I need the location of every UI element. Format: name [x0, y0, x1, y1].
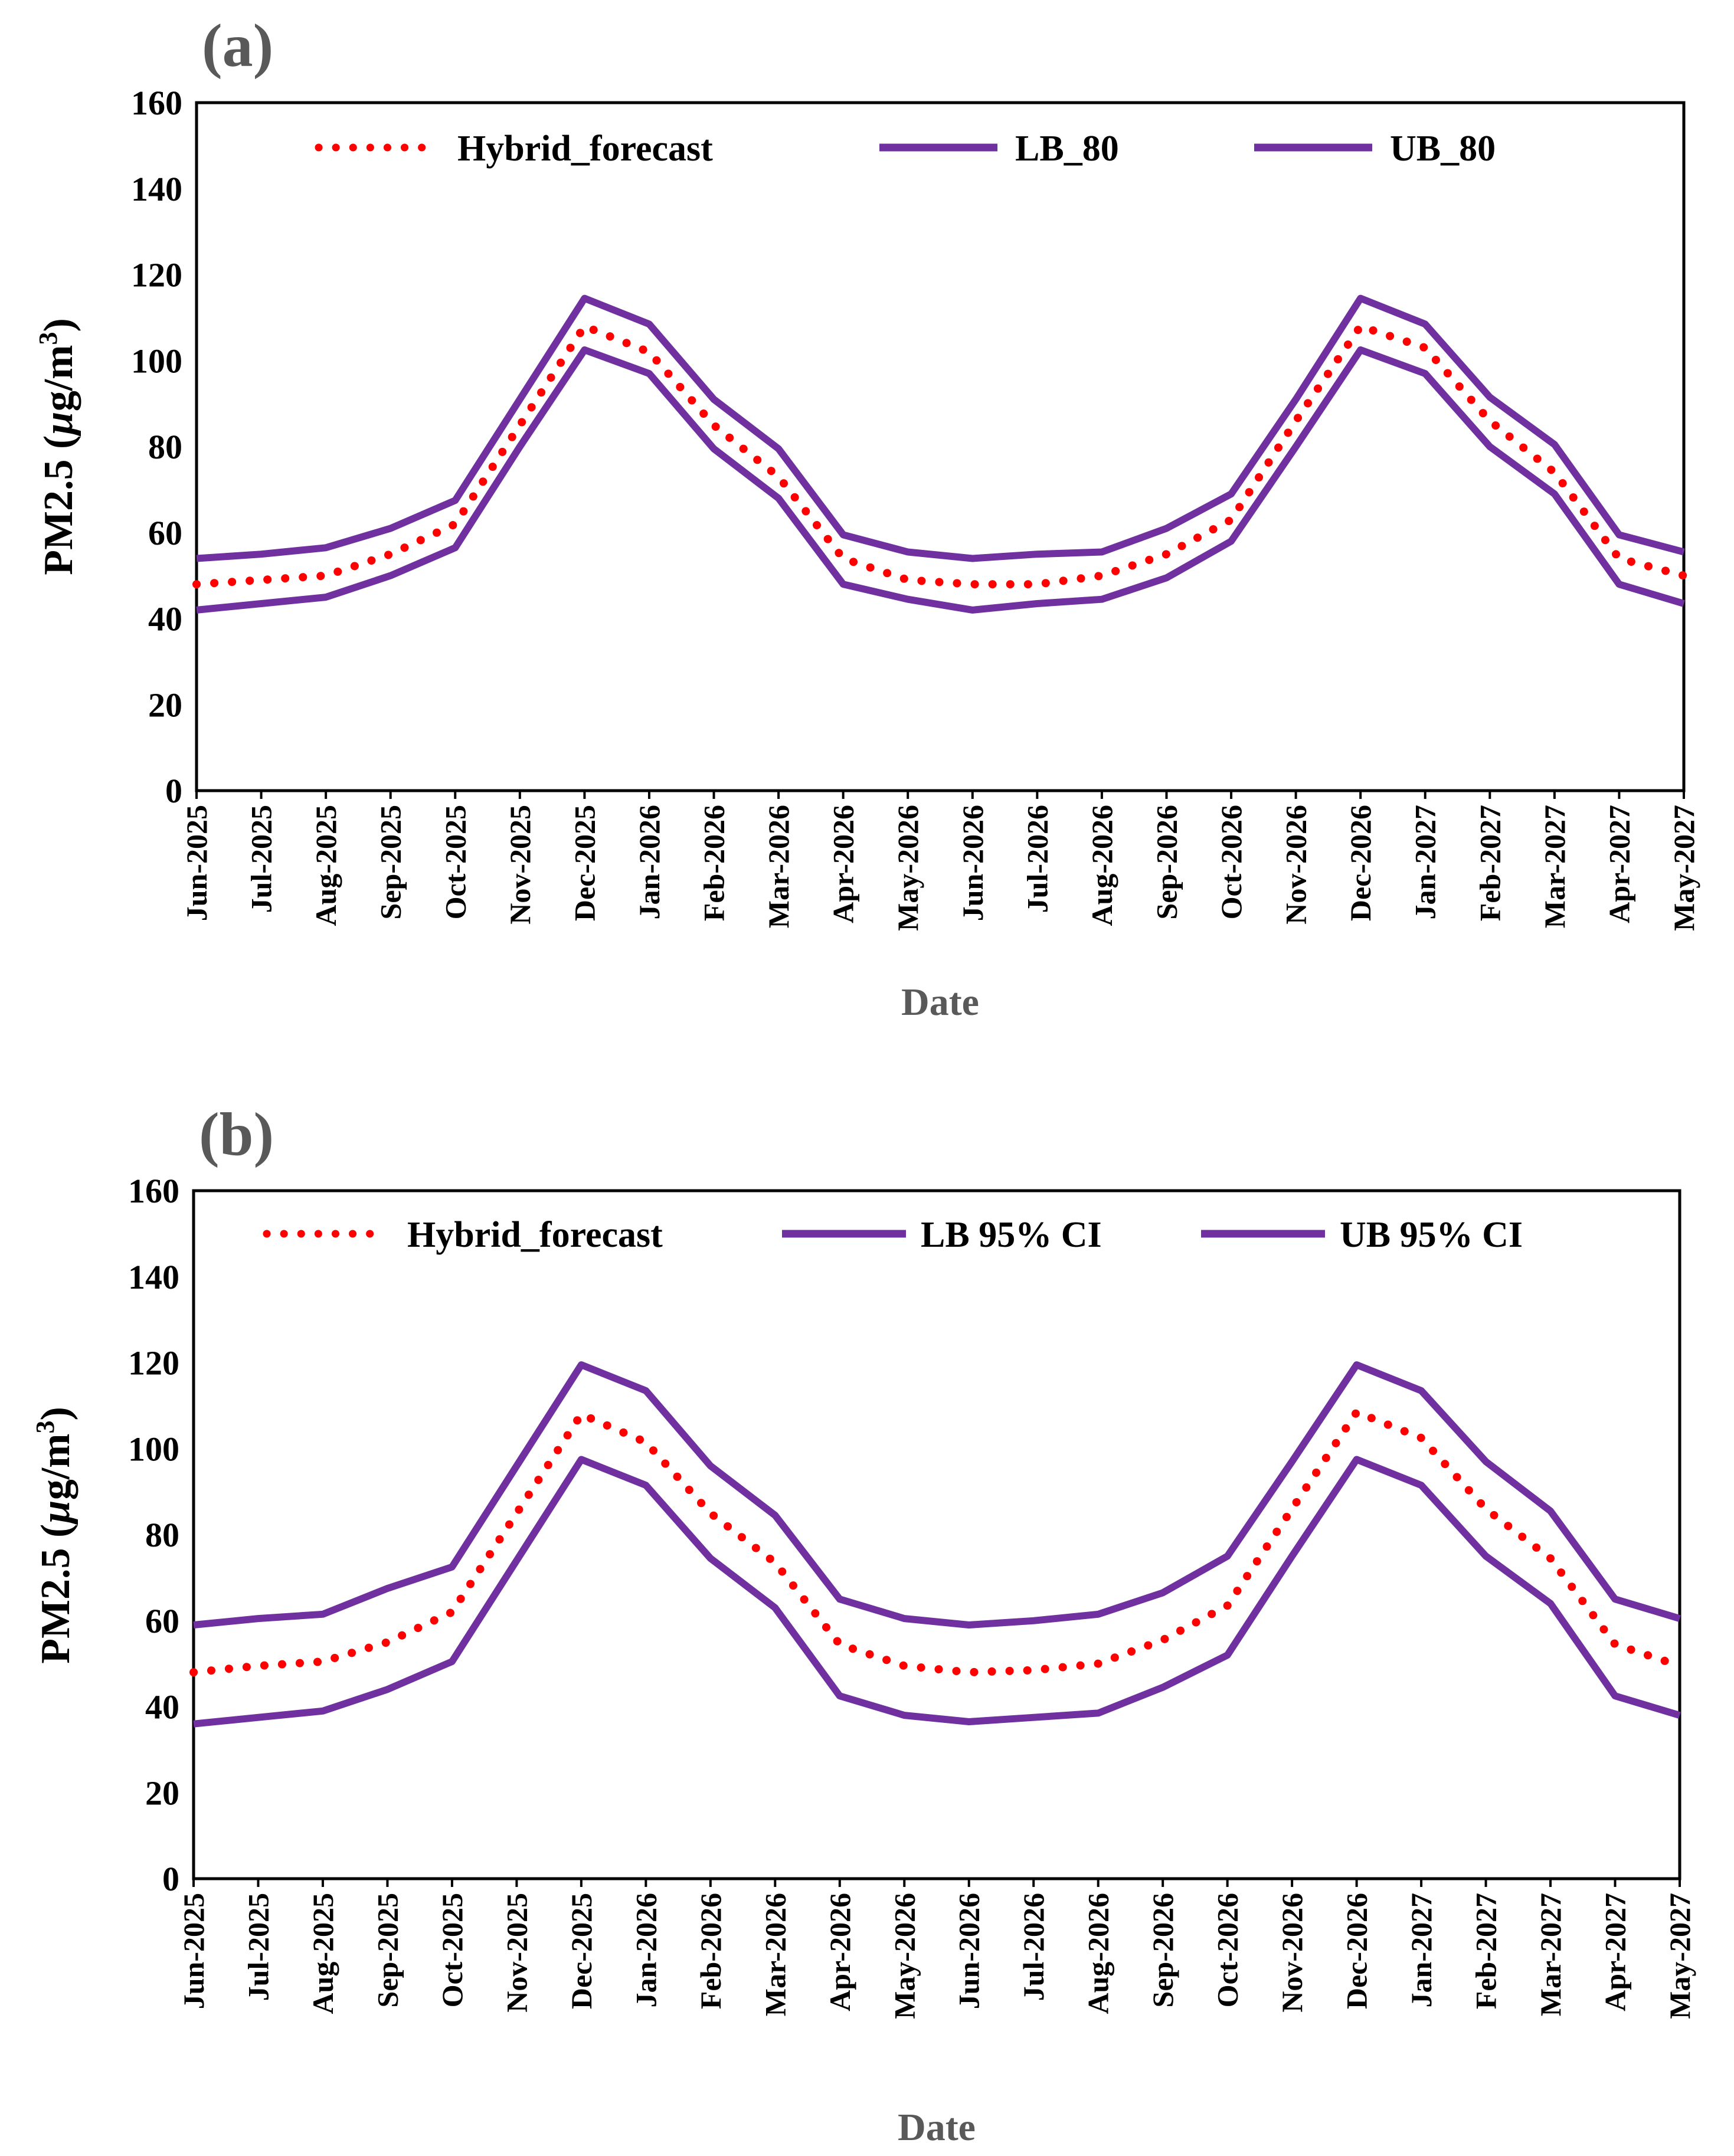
x-tick-label: Oct-2025	[439, 805, 472, 919]
y-axis-ticks-b: 0 20 40 60 80 100 120 140 160	[128, 1172, 179, 1898]
legend-label-ub-95-ci: UB 95% CI	[1340, 1215, 1523, 1255]
x-tick-label: Jul-2026	[1020, 805, 1054, 913]
y-tick-label: 40	[148, 600, 182, 638]
series-line-hybrid-forecast	[189, 1408, 1684, 1677]
x-tick-label: Aug-2025	[309, 805, 342, 926]
x-tick-label: Aug-2025	[306, 1893, 339, 2014]
series-group-a	[192, 294, 1688, 614]
x-tick-label: Mar-2027	[1538, 805, 1571, 928]
plot-area-b	[192, 1189, 1681, 1880]
x-tick-label: Feb-2027	[1473, 805, 1506, 921]
y-axis-title-a: PM2.5 (µg/m3)	[34, 318, 81, 575]
y-tick-label: 160	[128, 1172, 179, 1210]
x-tick-label: Jul-2025	[245, 805, 278, 913]
y-tick-label: 120	[131, 256, 182, 294]
y-tick-label: 40	[145, 1688, 179, 1726]
legend-label-lb-95-ci: LB 95% CI	[921, 1215, 1102, 1255]
x-tick-label: Sep-2026	[1150, 805, 1183, 919]
legend-a: Hybrid_forecast LB_80 UB_80	[315, 129, 1496, 169]
series-line-hybrid-forecast	[192, 322, 1688, 589]
y-tick-label: 160	[131, 84, 182, 122]
x-tick-label: May-2027	[1667, 805, 1700, 931]
x-tick-label: Jan-2027	[1405, 1893, 1438, 2007]
x-tick-label: Dec-2025	[568, 805, 601, 921]
x-tick-label: May-2026	[888, 1893, 921, 2019]
chart-panel-b: (b) Hybrid_forecast LB 95% CI UB 95% CI …	[31, 1100, 1696, 2149]
x-tick-label: Jan-2026	[633, 805, 666, 919]
y-tick-label: 0	[162, 1860, 179, 1898]
x-axis-title-a: Date	[901, 981, 979, 1024]
legend-label-lb-80: LB_80	[1015, 129, 1119, 169]
y-axis-title-b: PM2.5 (µg/m3)	[31, 1407, 78, 1664]
legend-label-hybrid-forecast: Hybrid_forecast	[407, 1215, 663, 1255]
x-tick-label: Jun-2026	[953, 1893, 986, 2009]
x-tick-label: Aug-2026	[1085, 805, 1118, 926]
y-tick-label: 140	[131, 170, 182, 208]
x-tick-label: Feb-2026	[698, 805, 731, 921]
y-tick-label: 80	[148, 428, 182, 466]
y-tick-label: 100	[131, 342, 182, 380]
x-axis-ticks-b: Jun-2025 Jul-2025 Aug-2025 Sep-2025 Oct-2025…	[177, 1879, 1696, 2019]
x-tick-label: Mar-2026	[762, 805, 795, 928]
chart-panel-a: (a) Hybrid_forecast LB_80 UB_80 0 20 40 60 8…	[34, 12, 1700, 1024]
x-tick-label: Feb-2026	[694, 1893, 727, 2009]
x-tick-label: May-2026	[891, 805, 924, 931]
series-line-ub-80	[196, 294, 1685, 562]
x-tick-label: Apr-2027	[1599, 1893, 1632, 2011]
x-tick-label: Apr-2026	[823, 1893, 856, 2011]
x-tick-label: Dec-2026	[1344, 805, 1377, 921]
panel-label-b: (b)	[199, 1100, 274, 1168]
x-tick-label: Feb-2027	[1470, 1893, 1503, 2009]
x-tick-label: Nov-2025	[503, 805, 536, 925]
x-tick-label: Jul-2025	[241, 1893, 274, 2001]
y-axis-ticks-a: 0 20 40 60 80 100 120 140 160	[131, 84, 182, 810]
x-axis-ticks-a: Jun-2025 Jul-2025 Aug-2025 Sep-2025 Oct-2025…	[180, 791, 1700, 931]
y-tick-label: 120	[128, 1344, 179, 1382]
x-tick-label: Sep-2025	[371, 1893, 404, 2007]
x-tick-label: Oct-2026	[1211, 1893, 1244, 2007]
y-tick-label: 60	[148, 514, 182, 552]
x-axis-title-b: Date	[898, 2106, 976, 2149]
x-tick-label: Jun-2026	[956, 805, 989, 921]
x-tick-label: Dec-2025	[565, 1893, 598, 2009]
x-tick-label: Nov-2025	[500, 1893, 533, 2013]
x-tick-label: Jan-2027	[1409, 805, 1442, 919]
y-tick-label: 0	[165, 772, 182, 810]
series-line-ub-95-ci	[193, 1361, 1681, 1629]
series-line-lb-95-ci	[193, 1456, 1681, 1728]
x-tick-label: Dec-2026	[1340, 1893, 1373, 2009]
x-tick-label: Nov-2026	[1275, 1893, 1308, 2013]
y-tick-label: 80	[145, 1516, 179, 1554]
x-tick-label: Sep-2025	[374, 805, 407, 919]
series-line-lb-80	[196, 346, 1685, 614]
y-tick-label: 140	[128, 1258, 179, 1296]
x-tick-label: Jul-2026	[1017, 1893, 1050, 2001]
legend-b: Hybrid_forecast LB 95% CI UB 95% CI	[263, 1215, 1523, 1255]
x-tick-label: May-2027	[1663, 1893, 1696, 2019]
x-tick-label: Jun-2025	[180, 805, 213, 921]
x-tick-label: Apr-2027	[1602, 805, 1635, 923]
plot-area-a	[195, 101, 1686, 792]
x-tick-label: Jan-2026	[629, 1893, 662, 2007]
y-tick-label: 60	[145, 1602, 179, 1640]
y-tick-label: 100	[128, 1430, 179, 1468]
panel-label-a: (a)	[202, 12, 273, 80]
x-tick-label: Aug-2026	[1082, 1893, 1115, 2014]
x-tick-label: Jun-2025	[177, 1893, 210, 2009]
y-tick-label: 20	[148, 686, 182, 724]
y-tick-label: 20	[145, 1774, 179, 1812]
x-tick-label: Sep-2026	[1146, 1893, 1179, 2007]
x-tick-label: Apr-2026	[827, 805, 860, 923]
x-tick-label: Nov-2026	[1280, 805, 1313, 925]
series-group-b	[189, 1361, 1684, 1728]
x-tick-label: Mar-2026	[758, 1893, 791, 2016]
x-tick-label: Mar-2027	[1534, 1893, 1567, 2016]
legend-label-hybrid-forecast: Hybrid_forecast	[457, 129, 713, 169]
legend-label-ub-80: UB_80	[1390, 129, 1496, 169]
x-tick-label: Oct-2025	[436, 1893, 469, 2007]
x-tick-label: Oct-2026	[1215, 805, 1248, 919]
